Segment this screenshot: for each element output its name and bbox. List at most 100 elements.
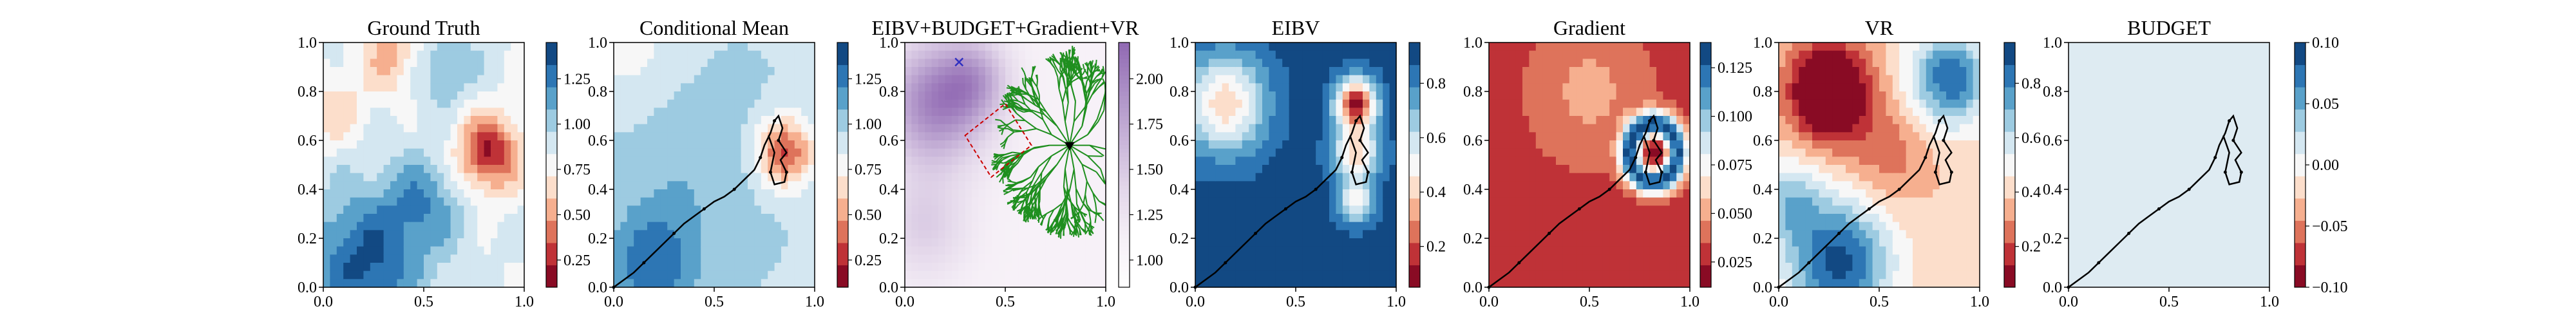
heatmap-cell [938, 156, 945, 166]
heatmap-cell [667, 148, 675, 157]
tree-branch [1007, 131, 1015, 138]
heatmap-cell [1269, 238, 1276, 247]
heatmap-cell [620, 238, 628, 247]
heatmap-cell [470, 165, 478, 174]
colorbar-segment [1119, 222, 1130, 227]
heatmap-cell [477, 197, 485, 206]
heatmap-cell [1092, 50, 1100, 59]
heatmap-cell [694, 132, 701, 141]
heatmap-cell [667, 124, 675, 133]
heatmap-cell [377, 116, 384, 125]
heatmap-cell [343, 140, 351, 149]
heatmap-cell [437, 205, 444, 214]
heatmap-cell [614, 246, 621, 255]
colorbar-segment [1119, 91, 1130, 96]
heatmap-cell [1229, 246, 1236, 255]
heatmap-cell [377, 238, 384, 247]
heatmap-cell [905, 132, 912, 141]
tree-branch [1056, 145, 1070, 165]
heatmap-cell [727, 205, 735, 214]
heatmap-cell [694, 59, 701, 68]
heatmap-cell [727, 50, 735, 59]
heatmap-cell [721, 222, 728, 231]
heatmap-cell [424, 99, 431, 108]
heatmap-cell [343, 99, 351, 108]
heatmap-cell [788, 108, 795, 117]
heatmap-cell [1222, 263, 1229, 272]
tree-branch [1064, 121, 1070, 146]
heatmap-cell [1085, 173, 1093, 182]
heatmap-cell [1542, 222, 1550, 231]
heatmap-cell [1012, 263, 1019, 272]
heatmap-cell [343, 173, 351, 182]
heatmap-cell [383, 75, 391, 84]
heatmap-cell [383, 108, 391, 117]
heatmap-cell [363, 67, 371, 76]
heatmap-cell [714, 246, 721, 255]
heatmap-cell [938, 279, 945, 288]
heatmap-cell [674, 67, 681, 76]
heatmap-cell [774, 67, 782, 76]
heatmap-cell [390, 181, 397, 190]
heatmap-cell [1529, 214, 1537, 223]
colorbar-segment [1119, 205, 1130, 211]
heatmap-cell [1495, 205, 1503, 214]
heatmap-cell [1065, 214, 1073, 223]
heatmap-cell [640, 148, 648, 157]
heatmap-cell [1356, 91, 1363, 100]
heatmap-cell [477, 254, 485, 263]
heatmap-cell [1502, 165, 1510, 174]
heatmap-cell [1202, 75, 1209, 84]
heatmap-cell [397, 83, 404, 92]
heatmap-cell [464, 50, 471, 59]
tree-branch [1052, 53, 1057, 61]
heatmap-cell [377, 205, 384, 214]
heatmap-cell [978, 205, 986, 214]
heatmap-cell [437, 279, 444, 288]
heatmap-cell [343, 43, 351, 52]
heatmap-cell [951, 116, 959, 125]
heatmap-cell [1099, 181, 1106, 190]
heatmap-cell [1025, 43, 1033, 52]
tree-branch [1041, 213, 1047, 218]
heatmap-cell [701, 116, 708, 125]
heatmap-cell [985, 189, 992, 198]
heatmap-cell [504, 132, 511, 141]
heatmap-cell [1275, 238, 1283, 247]
heatmap-cell [748, 140, 755, 149]
heatmap-cell [1389, 173, 1397, 182]
heatmap-cell [978, 263, 986, 272]
heatmap-cell [1262, 75, 1269, 84]
heatmap-cell [627, 189, 634, 198]
heatmap-cell [1235, 181, 1243, 190]
heatmap-cell [1255, 189, 1263, 198]
heatmap-cell [437, 197, 444, 206]
tree-branch [1095, 73, 1102, 77]
heatmap-cell [1249, 116, 1256, 125]
heatmap-cell [323, 67, 330, 76]
heatmap-cell [1242, 67, 1249, 76]
heatmap-cell [1249, 75, 1256, 84]
heatmap-cell [905, 238, 912, 247]
heatmap-cell [627, 67, 634, 76]
heatmap-cell [1215, 75, 1223, 84]
heatmap-cell [620, 132, 628, 141]
heatmap-cell [1018, 246, 1026, 255]
tree-branch [1065, 80, 1072, 90]
heatmap-cell [1242, 59, 1249, 68]
heatmap-cell [808, 132, 815, 141]
heatmap-cell [1389, 189, 1397, 198]
heatmap-cell [1369, 246, 1377, 255]
tree-branch [1053, 202, 1063, 211]
heatmap-cell [370, 67, 377, 76]
heatmap-cell [336, 279, 344, 288]
heatmap-cell [781, 59, 788, 68]
heatmap-cell [1092, 148, 1100, 157]
heatmap-cell [687, 99, 695, 108]
heatmap-cell [1389, 140, 1397, 149]
heatmap-cell [323, 181, 330, 190]
heatmap-cell [1039, 270, 1046, 279]
heatmap-cell [694, 230, 701, 239]
tree-branch [1063, 66, 1068, 72]
heatmap-cell [925, 83, 933, 92]
